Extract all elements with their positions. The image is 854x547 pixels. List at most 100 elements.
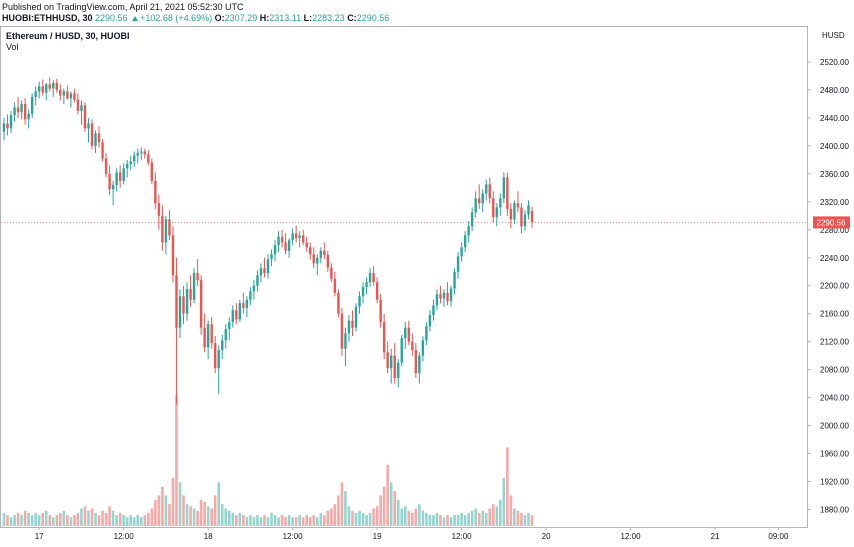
candle-body	[407, 327, 410, 342]
candle-body	[435, 294, 439, 306]
volume-bar	[101, 510, 104, 526]
candle-body	[298, 235, 301, 239]
candle-body	[30, 96, 34, 114]
candle-body	[118, 172, 122, 181]
candle-body	[55, 82, 58, 90]
volume-bar	[104, 512, 108, 526]
volume-bar	[421, 510, 425, 526]
candle-body	[210, 324, 213, 344]
candle-body	[178, 296, 182, 328]
candle-body	[20, 103, 23, 113]
candle-body	[111, 185, 115, 190]
candle-body	[189, 289, 192, 300]
volume-bar	[365, 515, 368, 526]
low-value: 2283.23	[312, 13, 345, 23]
candle-body	[192, 273, 196, 300]
candle-body	[147, 154, 150, 163]
volume-bar	[491, 504, 495, 526]
volume-bar	[34, 512, 37, 526]
symbol-label: HUOBI:ETHHUSD, 30	[2, 13, 93, 23]
volume-bar	[175, 395, 178, 526]
volume-bar	[224, 508, 228, 526]
x-tick-label: 09:00	[768, 532, 789, 541]
x-tick-label: 21	[711, 532, 720, 541]
candle-body	[513, 203, 516, 220]
candle-body	[133, 155, 136, 162]
candle-body	[280, 236, 284, 243]
volume-bar	[439, 515, 442, 526]
volume-bar	[294, 517, 298, 526]
candle-body	[90, 123, 94, 146]
candle-body	[196, 273, 199, 281]
x-tick-label: 18	[204, 532, 213, 541]
volume-bar	[66, 515, 69, 526]
volume-bar	[270, 512, 273, 526]
volume-bar	[509, 495, 513, 526]
volume-bar	[442, 517, 446, 526]
candle-body	[228, 322, 231, 330]
y-tick-label: 2080.00	[820, 366, 849, 375]
candle-body	[470, 212, 474, 227]
candle-body	[259, 268, 263, 276]
volume-bar	[453, 515, 456, 526]
candle-body	[45, 84, 48, 93]
volume-bar	[185, 504, 189, 526]
candle-body	[101, 142, 104, 159]
volume-bar	[147, 512, 150, 526]
candle-body	[69, 93, 73, 99]
volume-bar	[467, 512, 470, 526]
volume-bar	[235, 515, 238, 526]
volume-bar	[372, 508, 375, 526]
volume-bar	[210, 508, 213, 526]
candle-body	[365, 282, 368, 288]
volume-bar	[407, 510, 411, 526]
candle-body	[199, 280, 203, 328]
candle-body	[136, 152, 139, 156]
volume-bar	[432, 515, 435, 526]
volume-bar	[411, 512, 414, 526]
candle-body	[27, 113, 30, 120]
volume-bar	[2, 512, 6, 526]
candle-body	[287, 240, 291, 251]
volume-bar	[30, 515, 34, 526]
candle-body	[171, 235, 175, 276]
candle-body	[140, 151, 143, 153]
candle-body	[48, 84, 51, 89]
volume-bar	[506, 447, 509, 526]
candle-body	[372, 273, 375, 283]
candle-body	[23, 103, 27, 120]
candle-body	[73, 93, 76, 100]
candle-body	[439, 294, 442, 299]
candle-body	[41, 86, 44, 93]
volume-bar	[220, 504, 224, 526]
candle-body	[502, 177, 506, 199]
candle-body	[499, 198, 502, 208]
volume-bar	[192, 508, 196, 526]
candle-body	[442, 292, 446, 299]
candle-body	[203, 327, 206, 348]
volume-bar	[161, 486, 164, 526]
candle-body	[175, 275, 178, 328]
candle-body	[421, 340, 425, 356]
y-tick-label: 2240.00	[820, 254, 849, 263]
candle-body	[523, 214, 527, 227]
volume-bar	[13, 515, 16, 526]
volume-bar	[20, 515, 23, 526]
volume-bar	[182, 495, 185, 526]
volume-bar	[280, 515, 284, 526]
candle-body	[495, 207, 498, 218]
volume-bar	[48, 515, 52, 526]
published-note: Published on TradingView.com, April 21, …	[2, 2, 244, 12]
volume-bar	[83, 506, 87, 526]
candle-body	[337, 292, 340, 314]
volume-bar	[298, 515, 301, 526]
volume-bar	[312, 515, 316, 526]
volume-bar	[44, 510, 48, 526]
volume-bar	[481, 510, 485, 526]
price-badge	[813, 216, 850, 229]
volume-bar	[143, 515, 147, 526]
volume-bar	[136, 515, 140, 526]
plot-area[interactable]	[0, 26, 808, 528]
volume-bar	[256, 515, 259, 526]
